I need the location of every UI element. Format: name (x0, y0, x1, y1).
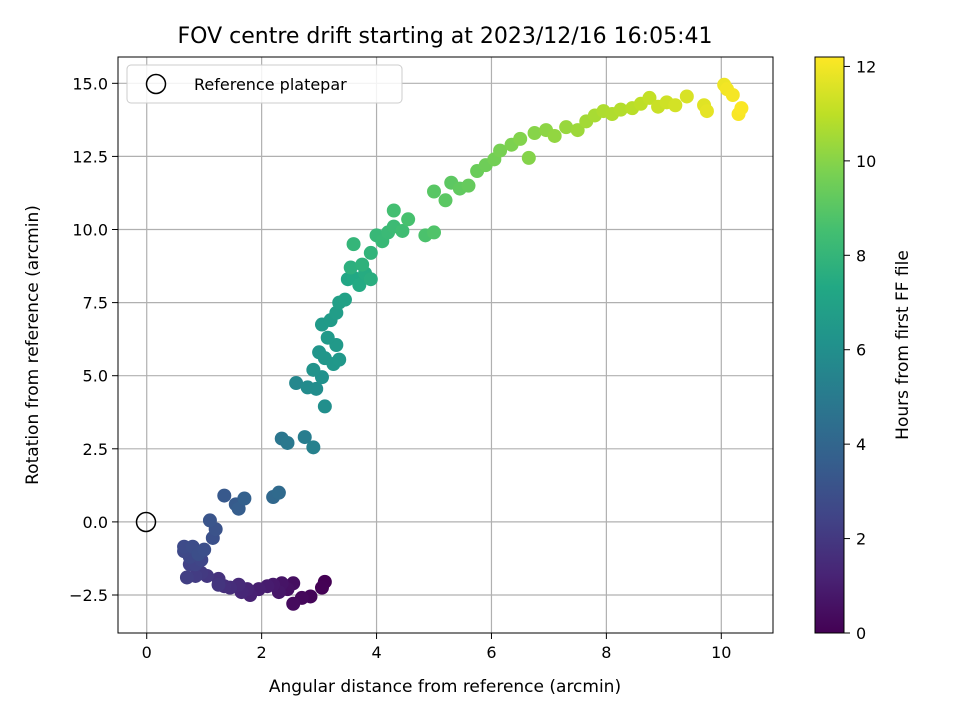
data-point (461, 178, 476, 193)
data-point (306, 440, 321, 455)
legend-box (126, 64, 403, 104)
data-point (668, 98, 683, 113)
y-tick-label: 12.5 (72, 147, 108, 166)
y-axis-label: Rotation from reference (arcmin) (23, 205, 43, 485)
data-point (386, 203, 401, 218)
data-point (271, 485, 286, 500)
y-tick-label: 2.5 (83, 440, 108, 459)
data-point (289, 376, 304, 391)
data-point (642, 90, 657, 105)
data-point (202, 513, 217, 528)
x-tick-label: 10 (711, 643, 731, 662)
reference-platepar-marker (135, 511, 157, 533)
data-point (699, 104, 714, 119)
x-tick-label: 6 (486, 643, 496, 662)
data-point (438, 193, 453, 208)
data-point (363, 272, 378, 287)
colorbar-tick-label: 0 (856, 624, 866, 643)
data-point (309, 381, 324, 396)
data-point (613, 102, 628, 117)
x-tick-label: 0 (142, 643, 152, 662)
y-tick-label: −2.5 (69, 586, 108, 605)
data-point (286, 596, 301, 611)
data-point (320, 330, 335, 345)
data-point (237, 491, 252, 506)
data-point (527, 126, 542, 141)
grid-lines (118, 57, 773, 633)
y-tick-label: 10.0 (72, 221, 108, 240)
colorbar-ticks: 0 2 4 6 8 10 12 (844, 57, 876, 643)
data-point (179, 570, 194, 585)
data-point (297, 430, 312, 445)
colorbar-tick-label: 6 (856, 341, 866, 360)
data-point (337, 292, 352, 307)
chart-title: FOV centre drift starting at 2023/12/16 … (178, 24, 713, 49)
data-point (725, 88, 740, 103)
data-point (427, 184, 442, 199)
legend-marker (145, 73, 167, 95)
data-point (280, 435, 295, 450)
data-point (734, 101, 749, 116)
legend: Reference platepar (126, 64, 403, 104)
colorbar-tick-label: 8 (856, 246, 866, 265)
y-tick-label: 15.0 (72, 74, 108, 93)
data-point (352, 278, 367, 293)
data-point (427, 225, 442, 240)
x-axis-label: Angular distance from reference (arcmin) (269, 677, 621, 697)
data-point (355, 257, 370, 272)
data-point (547, 128, 562, 143)
data-point (343, 260, 358, 275)
y-axis-ticks: −2.5 0.0 2.5 5.0 7.5 10.0 12.5 15.0 (69, 74, 118, 605)
x-tick-label: 4 (371, 643, 381, 662)
data-point (570, 123, 585, 138)
x-axis-ticks: 0 2 4 6 8 10 (142, 633, 731, 662)
data-point (521, 150, 536, 165)
data-point (346, 237, 361, 252)
data-point (317, 399, 332, 414)
data-point (401, 212, 416, 227)
colorbar-tick-label: 4 (856, 435, 866, 454)
colorbar-tick-label: 2 (856, 530, 866, 549)
data-point (211, 577, 226, 592)
data-point (513, 131, 528, 146)
y-tick-label: 7.5 (83, 294, 108, 313)
data-point (679, 89, 694, 104)
data-point (217, 488, 232, 503)
data-point (306, 362, 321, 377)
data-point (197, 542, 212, 557)
data-point (493, 143, 508, 158)
data-point (314, 580, 329, 595)
colorbar-label: Hours from first FF file (893, 250, 913, 440)
y-tick-label: 0.0 (83, 513, 108, 532)
data-point (231, 501, 246, 516)
data-point (332, 352, 347, 367)
y-tick-label: 5.0 (83, 367, 108, 386)
x-tick-label: 2 (257, 643, 267, 662)
legend-entry-reference: Reference platepar (194, 75, 347, 94)
colorbar (814, 56, 845, 634)
data-point (363, 245, 378, 260)
data-point (395, 223, 410, 238)
colorbar-tick-label: 12 (856, 57, 876, 76)
data-point (559, 120, 574, 135)
plot-frame (117, 56, 774, 634)
data-points (177, 77, 749, 611)
x-tick-label: 8 (601, 643, 611, 662)
colorbar-tick-label: 10 (856, 152, 876, 171)
